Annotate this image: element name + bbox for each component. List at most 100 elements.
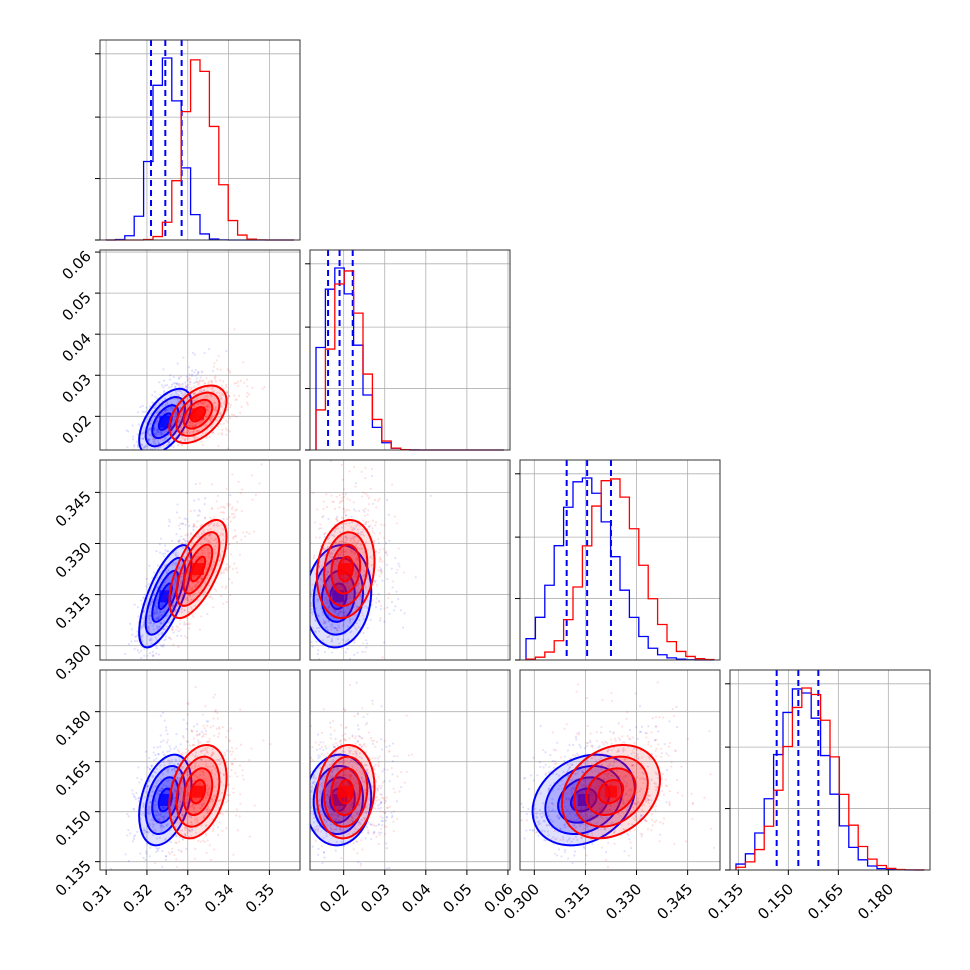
scatter-point	[238, 815, 241, 818]
scatter-point	[190, 805, 193, 808]
scatter-point	[336, 554, 340, 557]
scatter-point	[156, 430, 160, 433]
scatter-point	[326, 617, 329, 620]
scatter-point	[314, 616, 317, 619]
scatter-point	[381, 770, 384, 773]
scatter-point	[222, 542, 225, 545]
scatter-point	[354, 544, 357, 547]
scatter-point	[184, 751, 188, 754]
scatter-point	[183, 623, 186, 626]
scatter-point	[212, 724, 215, 728]
scatter-point	[188, 424, 191, 427]
scatter-point	[136, 630, 139, 633]
scatter-point	[140, 637, 143, 641]
scatter-point	[194, 555, 198, 559]
scatter-point	[381, 579, 384, 582]
scatter-point	[184, 833, 187, 837]
scatter-point	[178, 836, 181, 839]
scatter-point	[153, 425, 156, 428]
scatter-point	[225, 433, 228, 436]
scatter-point	[338, 609, 341, 612]
contour-line	[157, 787, 173, 813]
scatter-point	[193, 353, 196, 356]
scatter-point	[215, 803, 218, 806]
scatter-point	[226, 749, 229, 752]
scatter-point	[206, 577, 209, 580]
scatter-point	[178, 524, 181, 527]
scatter-point	[305, 758, 307, 760]
scatter-point	[143, 660, 145, 662]
scatter-point	[204, 796, 207, 799]
scatter-point	[221, 726, 225, 729]
scatter-point	[148, 610, 152, 614]
scatter-point	[196, 580, 199, 583]
scatter-point	[176, 634, 179, 637]
scatter-point	[227, 504, 230, 507]
scatter-point	[151, 790, 154, 794]
scatter-point	[154, 771, 157, 774]
scatter-point	[193, 405, 196, 409]
scatter-point	[178, 527, 181, 530]
scatter-point	[250, 747, 253, 750]
scatter-point	[185, 397, 189, 400]
scatter-point	[402, 571, 405, 574]
scatter-point	[205, 404, 209, 407]
scatter-point	[147, 811, 150, 815]
scatter-point	[326, 546, 329, 549]
scatter-point	[143, 832, 146, 835]
scatter-point	[348, 621, 352, 624]
scatter-point	[155, 428, 159, 431]
scatter-point	[365, 492, 368, 496]
ytick-label: 0.180	[52, 707, 95, 750]
scatter-point	[178, 384, 181, 388]
scatter-point	[167, 575, 170, 578]
scatter-point	[202, 816, 205, 819]
scatter-point	[184, 399, 187, 402]
scatter-point	[329, 813, 332, 816]
scatter-point	[378, 556, 382, 559]
scatter-point	[353, 814, 356, 817]
scatter-point	[210, 567, 213, 570]
scatter-point	[147, 615, 150, 618]
scatter-point	[337, 580, 340, 583]
scatter-point	[160, 787, 164, 790]
scatter-point	[165, 383, 169, 387]
scatter-point	[357, 820, 360, 824]
scatter-point	[217, 800, 221, 803]
scatter-point	[173, 610, 176, 613]
scatter-point	[225, 487, 228, 490]
scatter-point	[363, 514, 366, 517]
scatter-point	[126, 834, 129, 837]
scatter-point	[159, 622, 162, 625]
scatter-point	[188, 767, 191, 770]
scatter-point	[314, 536, 318, 539]
scatter-point	[233, 757, 237, 761]
scatter-point	[311, 645, 314, 648]
scatter-point	[371, 785, 374, 788]
scatter-point	[180, 588, 184, 592]
scatter-point	[227, 447, 230, 450]
scatter-point	[179, 414, 182, 417]
scatter-point	[173, 610, 176, 613]
scatter-point	[188, 744, 192, 747]
scatter-point	[203, 351, 206, 355]
scatter-point	[203, 382, 206, 385]
scatter-point	[202, 799, 205, 802]
scatter-point	[380, 568, 383, 571]
scatter-point	[193, 385, 196, 388]
scatter-point	[354, 525, 358, 528]
scatter-point	[242, 531, 245, 534]
scatter-point	[188, 595, 192, 598]
scatter-point	[175, 834, 178, 837]
scatter-point	[378, 803, 382, 806]
scatter-point	[158, 452, 160, 454]
scatter-point	[178, 540, 181, 543]
scatter-point	[226, 517, 229, 520]
scatter-point	[173, 788, 176, 792]
scatter-point	[162, 627, 165, 630]
scatter-point	[202, 389, 205, 393]
contour-line	[138, 753, 193, 847]
scatter-point	[210, 754, 213, 757]
scatter-point	[326, 601, 329, 604]
scatter-point	[245, 378, 249, 381]
